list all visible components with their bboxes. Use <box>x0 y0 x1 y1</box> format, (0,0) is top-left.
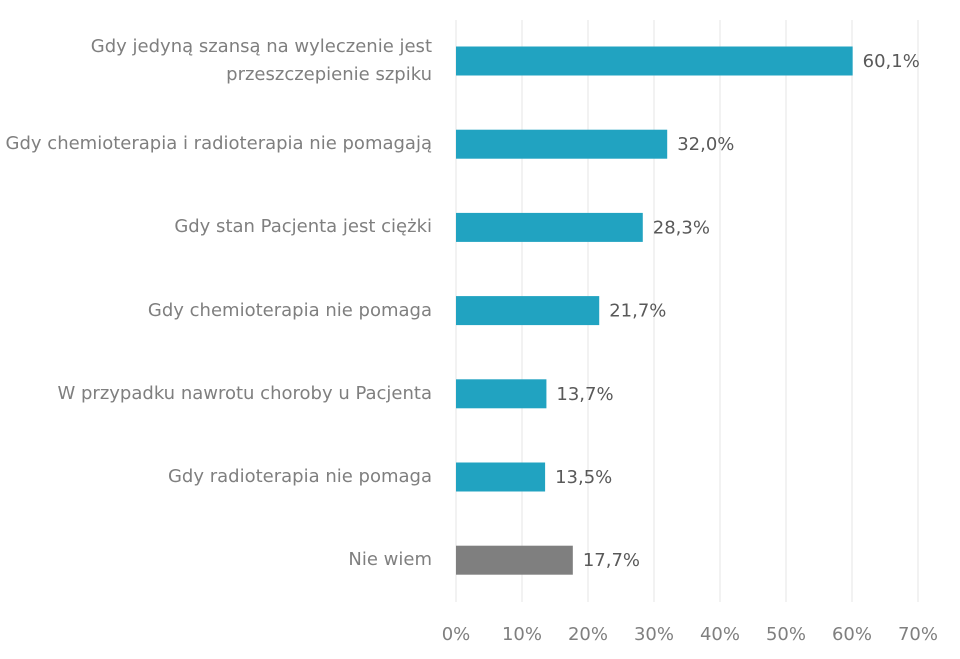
x-tick-label: 20% <box>568 624 608 645</box>
value-label: 32,0% <box>677 134 734 155</box>
category-label: Gdy radioterapia nie pomaga <box>167 466 432 487</box>
x-tick-label: 40% <box>700 624 740 645</box>
bar <box>456 129 668 159</box>
category-label: Gdy chemioterapia nie pomaga <box>147 299 432 321</box>
bar <box>456 379 547 409</box>
bar <box>456 545 573 575</box>
value-label: 17,7% <box>583 550 640 571</box>
x-tick-label: 0% <box>442 624 471 645</box>
x-tick-label: 70% <box>898 624 938 645</box>
category-label: Gdy jedyną szansą na wyleczenie jest prz… <box>90 36 432 85</box>
value-label: 13,7% <box>556 384 613 405</box>
value-label: 21,7% <box>609 301 666 322</box>
bar <box>456 212 643 242</box>
value-label: 60,1% <box>863 51 920 72</box>
x-tick-label: 50% <box>766 624 806 645</box>
value-label: 28,3% <box>653 217 710 238</box>
x-tick-label: 10% <box>502 624 542 645</box>
bar <box>456 462 546 492</box>
x-tick-label: 60% <box>832 624 872 645</box>
bar <box>456 46 853 76</box>
x-tick-label: 30% <box>634 624 674 645</box>
category-label: Gdy stan Pacjenta jest ciężki <box>174 216 432 238</box>
category-label: Nie wiem <box>348 549 432 571</box>
bar <box>456 296 600 326</box>
category-label: W przypadku nawrotu choroby u Pacjenta <box>57 382 432 404</box>
category-label: Gdy chemioterapia i radioterapia nie pom… <box>5 133 432 155</box>
value-label: 13,5% <box>555 467 612 488</box>
